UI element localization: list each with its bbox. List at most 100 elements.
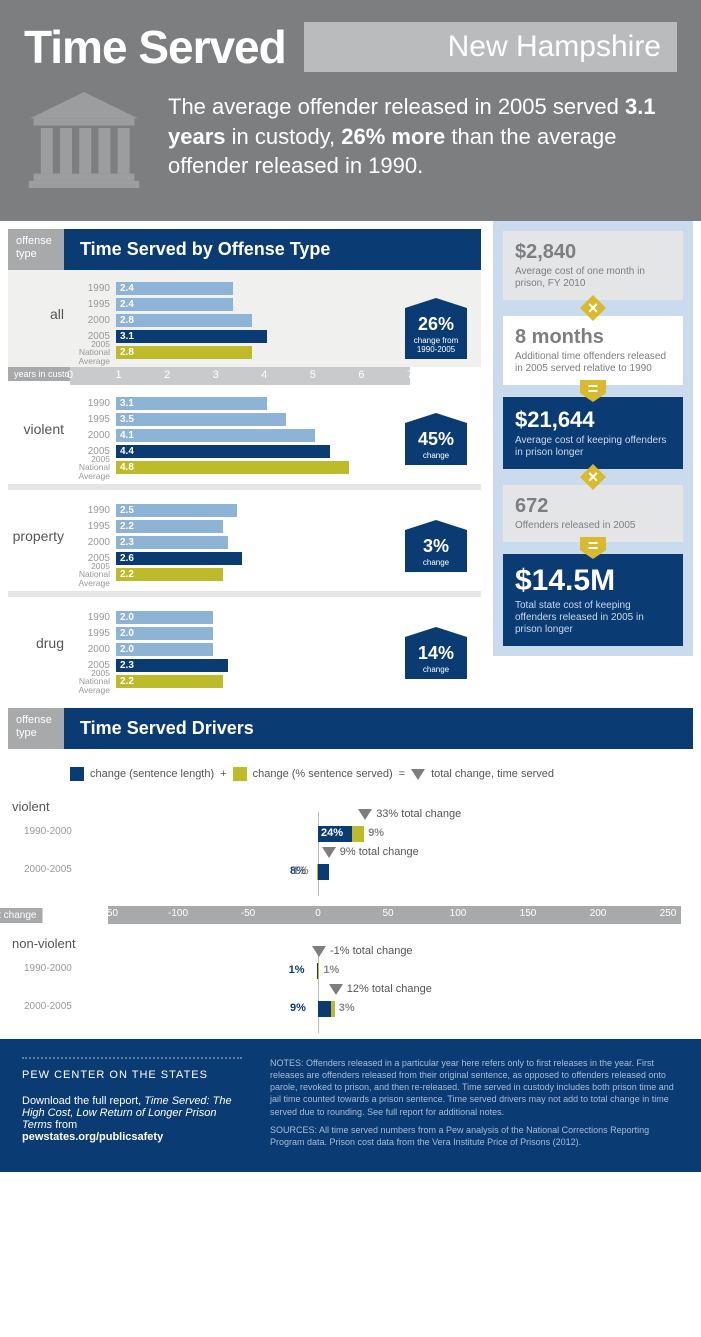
chart-column: offense type Time Served by Offense Type…: [8, 221, 481, 696]
cost-big: $21,644: [515, 407, 671, 433]
bar-year: 2005 National Average: [70, 455, 116, 481]
bar-row: 19902.5: [70, 503, 410, 518]
bar-year: 1995: [70, 299, 116, 310]
cost-big: $14.5M: [515, 564, 671, 598]
bar-fill: [116, 314, 252, 327]
download-text: Download the full report, Time Served: T…: [22, 1095, 242, 1143]
section2-title: Time Served Drivers: [64, 708, 693, 749]
bar-row: 20054.4: [70, 444, 410, 459]
cost-box: 672 Offenders released in 2005: [503, 485, 683, 542]
driver-period: 2000-2005: [24, 1001, 72, 1012]
change-badge: 3% change: [405, 530, 467, 572]
bar-year: 1995: [70, 414, 116, 425]
cost-small: Average cost of one month in prison, FY …: [515, 266, 671, 290]
driver-label-dk: 1%: [289, 964, 305, 976]
bar-year: 2005 National Average: [70, 562, 116, 588]
bar-year: 1995: [70, 521, 116, 532]
bar-row: 19952.0: [70, 626, 410, 641]
group-name: drug: [0, 635, 64, 651]
summary-pct: 26% more: [341, 124, 445, 149]
legend-swatch-olive: [233, 767, 247, 781]
bar-value: 2.8: [120, 346, 134, 359]
bar-value: 2.4: [120, 282, 134, 295]
legend-eq: =: [399, 768, 405, 780]
driver-group-violent: violent1990-200024%9%33% total change200…: [0, 791, 701, 902]
badge-sub: change: [405, 666, 467, 675]
bar-year: 2000: [70, 537, 116, 548]
bar-row: 1995 3.5: [70, 412, 410, 427]
bar-year: 1990: [70, 398, 116, 409]
badge-pct: 45%: [405, 429, 467, 450]
bar-row: 20002.3: [70, 535, 410, 550]
bar-value: 3.5: [120, 413, 134, 426]
bar-year: 2000: [70, 644, 116, 655]
section1-title: Time Served by Offense Type: [64, 229, 481, 270]
bar-row: 2005 National Average2.2: [70, 674, 410, 689]
cost-box: $2,840Average cost of one month in priso…: [503, 231, 683, 300]
change-badge: 45% change: [405, 423, 467, 465]
bar-year: 1990: [70, 612, 116, 623]
bar-row: 20052.6: [70, 551, 410, 566]
bar-fill: [116, 504, 237, 517]
notes: NOTES: Offenders released in a particula…: [270, 1057, 679, 1118]
change-badge: 26%change from 1990-2005: [405, 308, 467, 359]
bar-value: 2.3: [120, 659, 134, 672]
infographic-page: Time Served New Hampshire: [0, 0, 701, 1172]
bar-fill: [116, 461, 349, 474]
driver-label-ol: 1%: [293, 865, 309, 877]
driver-bar-sentence: [318, 864, 329, 880]
dl-pre: Download the full report,: [22, 1095, 144, 1107]
driver-period: 1990-2000: [24, 963, 72, 974]
driver-label-ol: 3%: [339, 1002, 355, 1014]
bar-row: 20052.3: [70, 658, 410, 673]
footer-right: NOTES: Offenders released in a particula…: [270, 1057, 679, 1154]
legend-triangle-icon: [411, 769, 425, 780]
bar-value: 2.8: [120, 314, 134, 327]
group-name: all: [0, 306, 64, 322]
driver-total: -1% total change: [312, 945, 413, 957]
legend: change (sentence length) + change (% sen…: [70, 767, 701, 781]
driver-row: 2000-20059%3%12% total change: [0, 993, 701, 1027]
bar-value: 2.2: [120, 675, 134, 688]
bar-year: 2005 National Average: [70, 340, 116, 366]
bar-value: 3.1: [120, 397, 134, 410]
driver-label-dk: 24%: [321, 827, 343, 839]
bar-row: 20053.1: [70, 329, 410, 344]
driver-total: 12% total change: [329, 983, 432, 995]
group-name: violent: [0, 421, 64, 437]
cost-small: Offenders released in 2005: [515, 520, 671, 532]
bar-row: 1995 2.2: [70, 519, 410, 534]
bar-year: 2000: [70, 315, 116, 326]
bar-row: 2005 National Average2.2: [70, 567, 410, 582]
bar-value: 4.4: [120, 445, 134, 458]
driver-total: 33% total change: [358, 808, 461, 820]
driver-total: 9% total change: [322, 846, 419, 858]
sources: SOURCES: All time served numbers from a …: [270, 1124, 679, 1148]
bar-value: 2.2: [120, 568, 134, 581]
footer: PEW CENTER ON THE STATES Download the fu…: [0, 1039, 701, 1172]
bar-row: 2005 National Average4.8: [70, 460, 410, 475]
bar-value: 2.5: [120, 504, 134, 517]
cost-big: 672: [515, 495, 671, 518]
bar-year: 2005 National Average: [70, 669, 116, 695]
badge-sub: change: [405, 559, 467, 568]
driver-bar-served: [331, 1001, 335, 1017]
group-name: property: [0, 528, 64, 544]
bar-row: 19902.0: [70, 610, 410, 625]
driver-label-ol: 9%: [368, 827, 384, 839]
percent-axis: percent change-150-100-50050100150200250: [108, 906, 681, 924]
badge-sub: change: [405, 452, 467, 461]
bar-value: 4.8: [120, 461, 134, 474]
legend-c: total change, time served: [431, 768, 554, 780]
bar-row: 2000 2.8: [70, 313, 410, 328]
bar-value: 2.0: [120, 627, 134, 640]
section1-header: offense type Time Served by Offense Type: [8, 229, 481, 270]
badge-pct: 3%: [405, 536, 467, 557]
tab-label: offense type: [8, 708, 64, 749]
driver-period: 1990-2000: [24, 826, 72, 837]
badge-pct: 26%: [405, 314, 467, 335]
bar-row: 19902.4: [70, 281, 410, 296]
bar-value: 4.1: [120, 429, 134, 442]
bar-value: 2.2: [120, 520, 134, 533]
header: Time Served New Hampshire: [0, 0, 701, 221]
